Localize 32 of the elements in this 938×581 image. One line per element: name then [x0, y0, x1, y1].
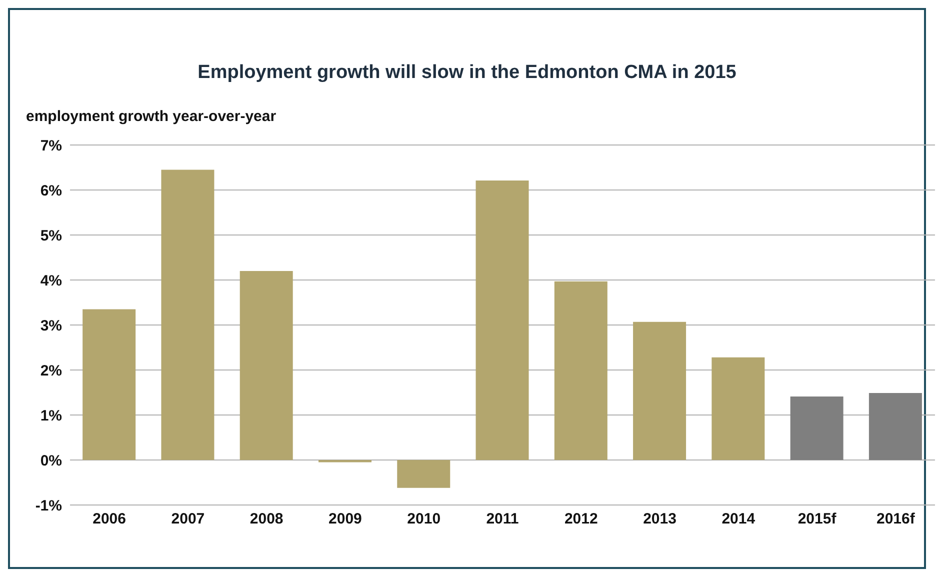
bar — [397, 460, 450, 488]
y-tick-label: 5% — [40, 227, 62, 244]
x-tick-label: 2015f — [798, 510, 838, 528]
y-tick-label: 0% — [40, 452, 62, 470]
y-tick-label: 6% — [40, 182, 62, 200]
x-tick-label: 2006 — [92, 510, 126, 528]
y-tick-label: -1% — [35, 497, 62, 514]
y-tick-label: 1% — [40, 407, 62, 424]
x-tick-label: 2010 — [407, 510, 441, 528]
x-tick-label: 2011 — [486, 510, 519, 528]
bar — [868, 392, 922, 460]
y-tick-label: 4% — [40, 272, 62, 290]
y-tick-label: 3% — [40, 317, 62, 334]
x-tick-label: 2014 — [722, 510, 756, 528]
bar — [240, 271, 293, 460]
bar — [82, 309, 136, 460]
x-tick-label: 2013 — [643, 510, 676, 528]
x-tick-label: 2007 — [171, 510, 205, 528]
y-axis-title: employment growth year-over-year — [26, 108, 278, 125]
y-tick-label: 7% — [40, 137, 62, 154]
x-tick-label: 2008 — [250, 510, 284, 528]
bar — [476, 180, 529, 460]
bar — [554, 281, 608, 460]
x-tick-label: 2009 — [328, 510, 362, 528]
bar — [790, 396, 844, 460]
x-tick-label: 2016f — [876, 510, 916, 528]
chart-title: Employment growth will slow in the Edmonton CMA in 2015 — [196, 62, 738, 84]
bar — [633, 322, 686, 460]
x-tick-label: 2012 — [564, 510, 598, 528]
y-tick-label: 2% — [40, 362, 62, 380]
bar — [161, 170, 214, 460]
bar — [712, 357, 765, 460]
